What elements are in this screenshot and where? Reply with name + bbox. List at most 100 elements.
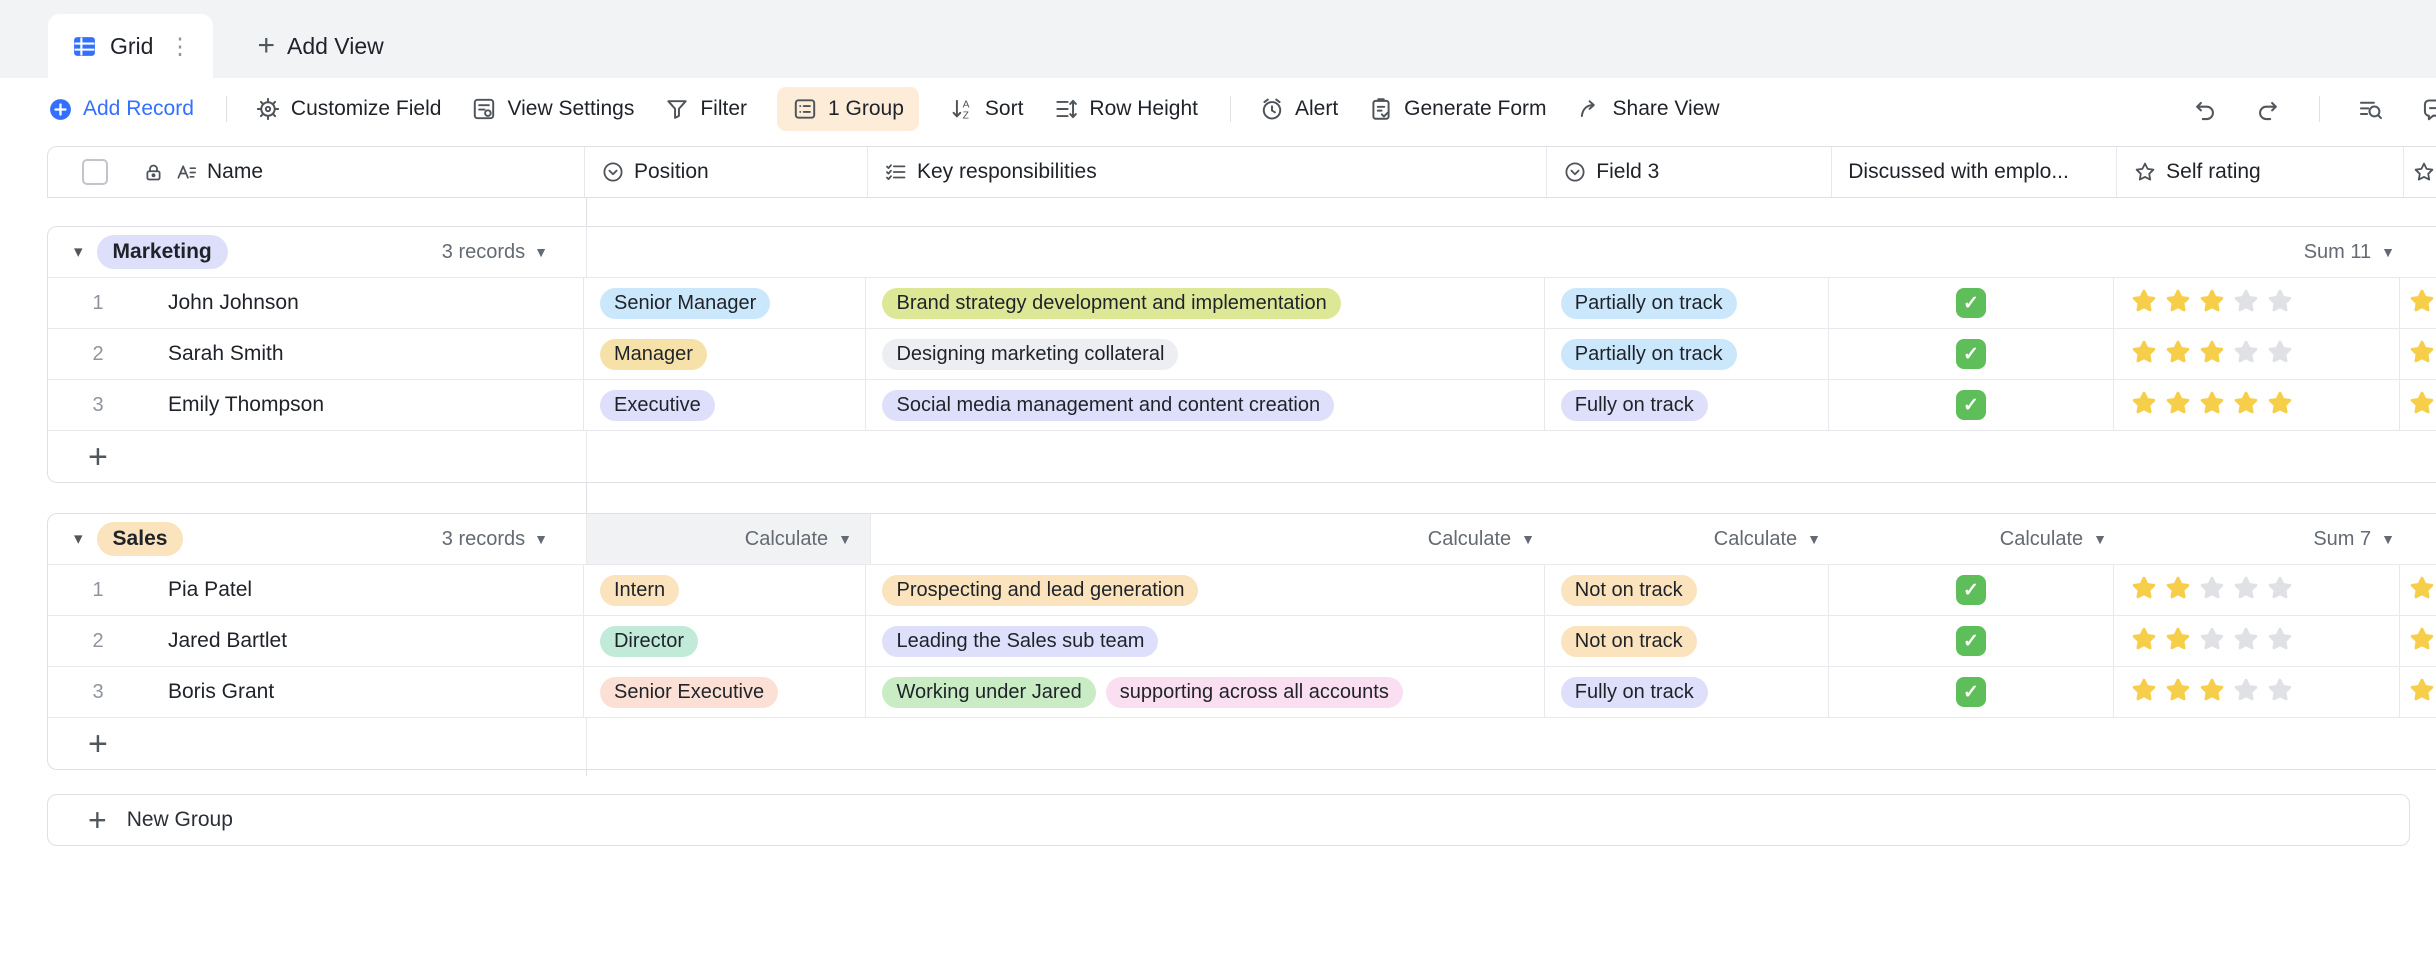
column-header-discussed[interactable]: Discussed with emplo...	[1832, 147, 2118, 197]
star-rating[interactable]	[2130, 389, 2294, 422]
checkbox-checked-icon[interactable]	[1955, 390, 1986, 420]
cell-name[interactable]: 1 Pia Patel	[48, 565, 584, 615]
cell-position[interactable]: Manager	[584, 329, 867, 379]
add-record-row[interactable]: +	[48, 431, 2436, 482]
tab-menu-kebab-icon[interactable]: ⋮	[168, 32, 192, 59]
cell-key-responsibilities[interactable]: Working under Jared supporting across al…	[866, 667, 1545, 717]
star-filled-icon[interactable]	[2164, 676, 2192, 709]
select-all-checkbox[interactable]	[82, 159, 108, 185]
star-filled-icon[interactable]	[2232, 389, 2260, 422]
row-height-button[interactable]: Row Height	[1053, 96, 1198, 122]
star-filled-icon[interactable]	[2198, 287, 2226, 320]
cell-key-responsibilities[interactable]: Brand strategy development and implement…	[866, 278, 1545, 328]
star-filled-icon[interactable]	[2198, 676, 2226, 709]
star-filled-icon[interactable]	[2130, 338, 2158, 371]
star-rating[interactable]	[2130, 574, 2294, 607]
star-filled-icon[interactable]	[2164, 287, 2192, 320]
star-filled-icon[interactable]	[2266, 389, 2294, 422]
star-empty-icon[interactable]	[2232, 287, 2260, 320]
column-header-position[interactable]: Position	[585, 147, 868, 197]
star-empty-icon[interactable]	[2198, 625, 2226, 658]
star-filled-icon[interactable]	[2130, 287, 2158, 320]
search-records-icon[interactable]	[2357, 96, 2384, 123]
cell-position[interactable]: Senior Manager	[584, 278, 867, 328]
group-name-badge[interactable]: Marketing	[96, 235, 228, 269]
cell-key-responsibilities[interactable]: Designing marketing collateral	[866, 329, 1545, 379]
column-header-overflow[interactable]	[2404, 147, 2436, 197]
column-header-name[interactable]: Name	[48, 147, 585, 197]
cell-position[interactable]: Intern	[584, 565, 867, 615]
share-view-button[interactable]: Share View	[1577, 96, 1720, 122]
new-group-button[interactable]: + New Group	[47, 794, 2410, 846]
cell-key-responsibilities[interactable]: Leading the Sales sub team	[866, 616, 1545, 666]
records-count-dropdown[interactable]: 3 records ▼	[442, 528, 586, 551]
alert-button[interactable]: Alert	[1259, 96, 1338, 122]
add-record-row[interactable]: +	[48, 718, 2436, 769]
cell-field3[interactable]: Fully on track	[1545, 380, 1830, 430]
checkbox-checked-icon[interactable]	[1955, 575, 1986, 605]
redo-icon[interactable]	[2255, 96, 2282, 123]
column-header-key-responsibilities[interactable]: Key responsibilities	[868, 147, 1548, 197]
cell-self-rating[interactable]	[2114, 380, 2401, 430]
star-empty-icon[interactable]	[2232, 625, 2260, 658]
star-rating[interactable]	[2130, 676, 2294, 709]
cell-name[interactable]: 3 Boris Grant	[48, 667, 584, 717]
star-filled-icon[interactable]	[2130, 625, 2158, 658]
star-filled-icon[interactable]	[2130, 574, 2158, 607]
cell-self-rating[interactable]	[2114, 565, 2401, 615]
star-filled-icon[interactable]	[2164, 338, 2192, 371]
checkbox-checked-icon[interactable]	[1955, 626, 1986, 656]
summary-field3[interactable]: Calculate ▼	[1713, 527, 1821, 550]
table-row[interactable]: 2 Sarah Smith Manager Designing marketin…	[48, 329, 2436, 380]
star-filled-icon[interactable]	[2164, 625, 2192, 658]
cell-position[interactable]: Director	[584, 616, 867, 666]
column-header-field3[interactable]: Field 3	[1547, 147, 1833, 197]
cell-self-rating[interactable]	[2114, 329, 2401, 379]
filter-button[interactable]: Filter	[664, 96, 747, 122]
star-empty-icon[interactable]	[2232, 574, 2260, 607]
collapse-group-icon[interactable]: ▾	[74, 529, 83, 548]
cell-discussed[interactable]	[1829, 278, 2114, 328]
cell-field3[interactable]: Not on track	[1545, 616, 1830, 666]
star-empty-icon[interactable]	[2232, 338, 2260, 371]
star-filled-icon[interactable]	[2198, 338, 2226, 371]
add-record-zone[interactable]: +	[48, 431, 587, 482]
summary-self-rating[interactable]: Sum 11 ▼	[2303, 240, 2395, 263]
table-row[interactable]: 3 Boris Grant Senior Executive Working u…	[48, 667, 2436, 718]
checkbox-checked-icon[interactable]	[1955, 339, 1986, 369]
view-settings-button[interactable]: View Settings	[471, 96, 634, 122]
checkbox-checked-icon[interactable]	[1955, 288, 1986, 318]
summary-position[interactable]: ▼	[587, 227, 871, 277]
customize-field-button[interactable]: Customize Field	[255, 96, 441, 122]
add-record-zone[interactable]: +	[48, 718, 587, 769]
collapse-group-icon[interactable]: ▾	[74, 242, 83, 261]
cell-discussed[interactable]	[1829, 616, 2114, 666]
cell-self-rating[interactable]	[2114, 278, 2401, 328]
cell-name[interactable]: 2 Jared Bartlet	[48, 616, 584, 666]
star-empty-icon[interactable]	[2266, 338, 2294, 371]
summary-discussed[interactable]: Calculate ▼	[1999, 527, 2107, 550]
summary-position[interactable]: Calculate ▼	[587, 514, 871, 564]
star-empty-icon[interactable]	[2266, 574, 2294, 607]
cell-discussed[interactable]	[1829, 329, 2114, 379]
cell-position[interactable]: Senior Executive	[584, 667, 867, 717]
star-filled-icon[interactable]	[2198, 389, 2226, 422]
cell-discussed[interactable]	[1829, 380, 2114, 430]
star-filled-icon[interactable]	[2130, 676, 2158, 709]
cell-key-responsibilities[interactable]: Prospecting and lead generation	[866, 565, 1545, 615]
tab-grid[interactable]: Grid ⋮	[48, 14, 214, 78]
generate-form-button[interactable]: Generate Form	[1368, 96, 1547, 122]
star-rating[interactable]	[2130, 338, 2294, 371]
add-view-button[interactable]: + Add View	[257, 14, 383, 78]
group-button[interactable]: 1 Group	[777, 87, 919, 131]
summary-key-responsibilities[interactable]: ▼	[871, 227, 1553, 277]
table-row[interactable]: 1 Pia Patel Intern Prospecting and lead …	[48, 565, 2436, 616]
add-record-button[interactable]: Add Record	[48, 97, 194, 122]
cell-field3[interactable]: Partially on track	[1545, 329, 1830, 379]
summary-self-rating[interactable]: Sum 7 ▼	[2313, 527, 2395, 550]
star-empty-icon[interactable]	[2198, 574, 2226, 607]
table-row[interactable]: 3 Emily Thompson Executive Social media …	[48, 380, 2436, 431]
checkbox-checked-icon[interactable]	[1955, 677, 1986, 707]
comment-icon[interactable]	[2421, 96, 2436, 123]
